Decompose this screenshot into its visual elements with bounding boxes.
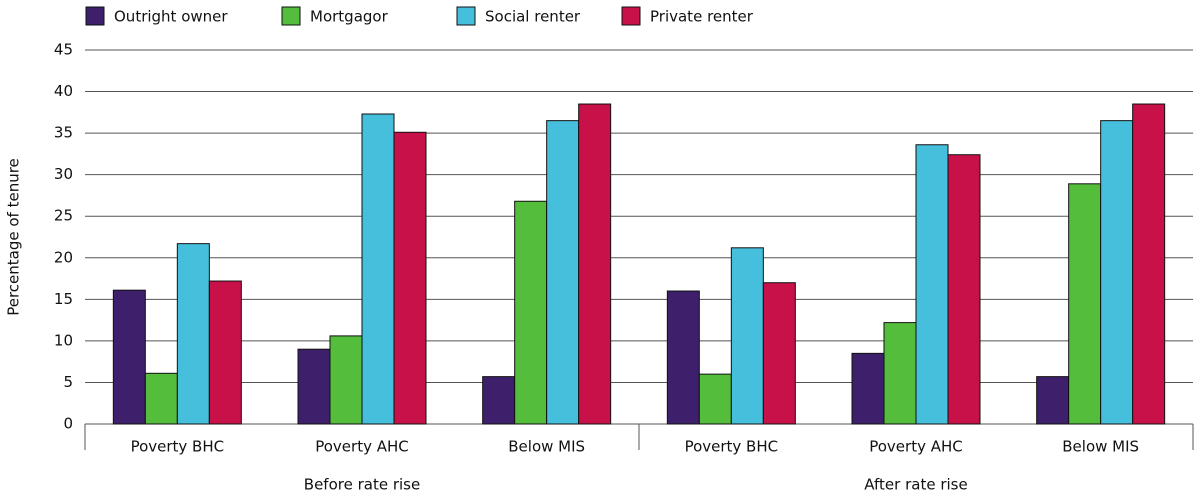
bar [176, 243, 210, 425]
bar [698, 373, 732, 425]
legend-swatch [85, 6, 105, 26]
y-tick-label: 0 [63, 415, 73, 433]
y-tick-label: 15 [54, 290, 73, 308]
group-label: Before rate rise [304, 476, 420, 494]
bar [762, 282, 796, 425]
x-tick-label: Poverty BHC [131, 438, 225, 456]
bar [208, 280, 242, 425]
bar [851, 352, 885, 425]
bar [112, 289, 146, 425]
bar [514, 200, 548, 425]
y-tick-label: 5 [63, 373, 73, 391]
bar [329, 335, 363, 425]
bar [915, 144, 949, 425]
legend-label: Outright owner [114, 8, 228, 26]
y-tick-label: 40 [54, 82, 73, 100]
x-tick-label: Poverty BHC [685, 438, 779, 456]
x-tick-label: Below MIS [508, 438, 585, 456]
y-tick-label: 45 [54, 41, 73, 59]
legend-label: Private renter [650, 8, 754, 26]
bar [578, 103, 612, 425]
x-tick-label: Poverty AHC [869, 438, 963, 456]
bar [730, 247, 764, 425]
legend-swatch [456, 6, 476, 26]
legend-swatch [621, 6, 641, 26]
y-tick-label: 25 [54, 207, 73, 225]
bar [883, 322, 917, 425]
bar [666, 290, 700, 425]
group-label: After rate rise [864, 476, 967, 494]
y-tick-label: 35 [54, 124, 73, 142]
bar [1036, 376, 1070, 425]
legend-swatch [281, 6, 301, 26]
bar [393, 131, 427, 425]
x-tick-label: Poverty AHC [315, 438, 409, 456]
bar [1132, 103, 1166, 425]
bar [1100, 120, 1134, 425]
y-tick-label: 30 [54, 165, 73, 183]
legend-label: Social renter [485, 8, 581, 26]
y-axis-label: Percentage of tenure [5, 158, 23, 316]
y-tick-label: 20 [54, 248, 73, 266]
bar [1068, 183, 1102, 425]
y-tick-label: 10 [54, 331, 73, 349]
legend-label: Mortgagor [310, 8, 389, 26]
bar [947, 154, 981, 425]
bar [482, 376, 516, 425]
bar [297, 348, 331, 425]
bar [361, 113, 395, 425]
x-tick-label: Below MIS [1062, 438, 1139, 456]
bar [144, 372, 178, 425]
bar [546, 120, 580, 425]
